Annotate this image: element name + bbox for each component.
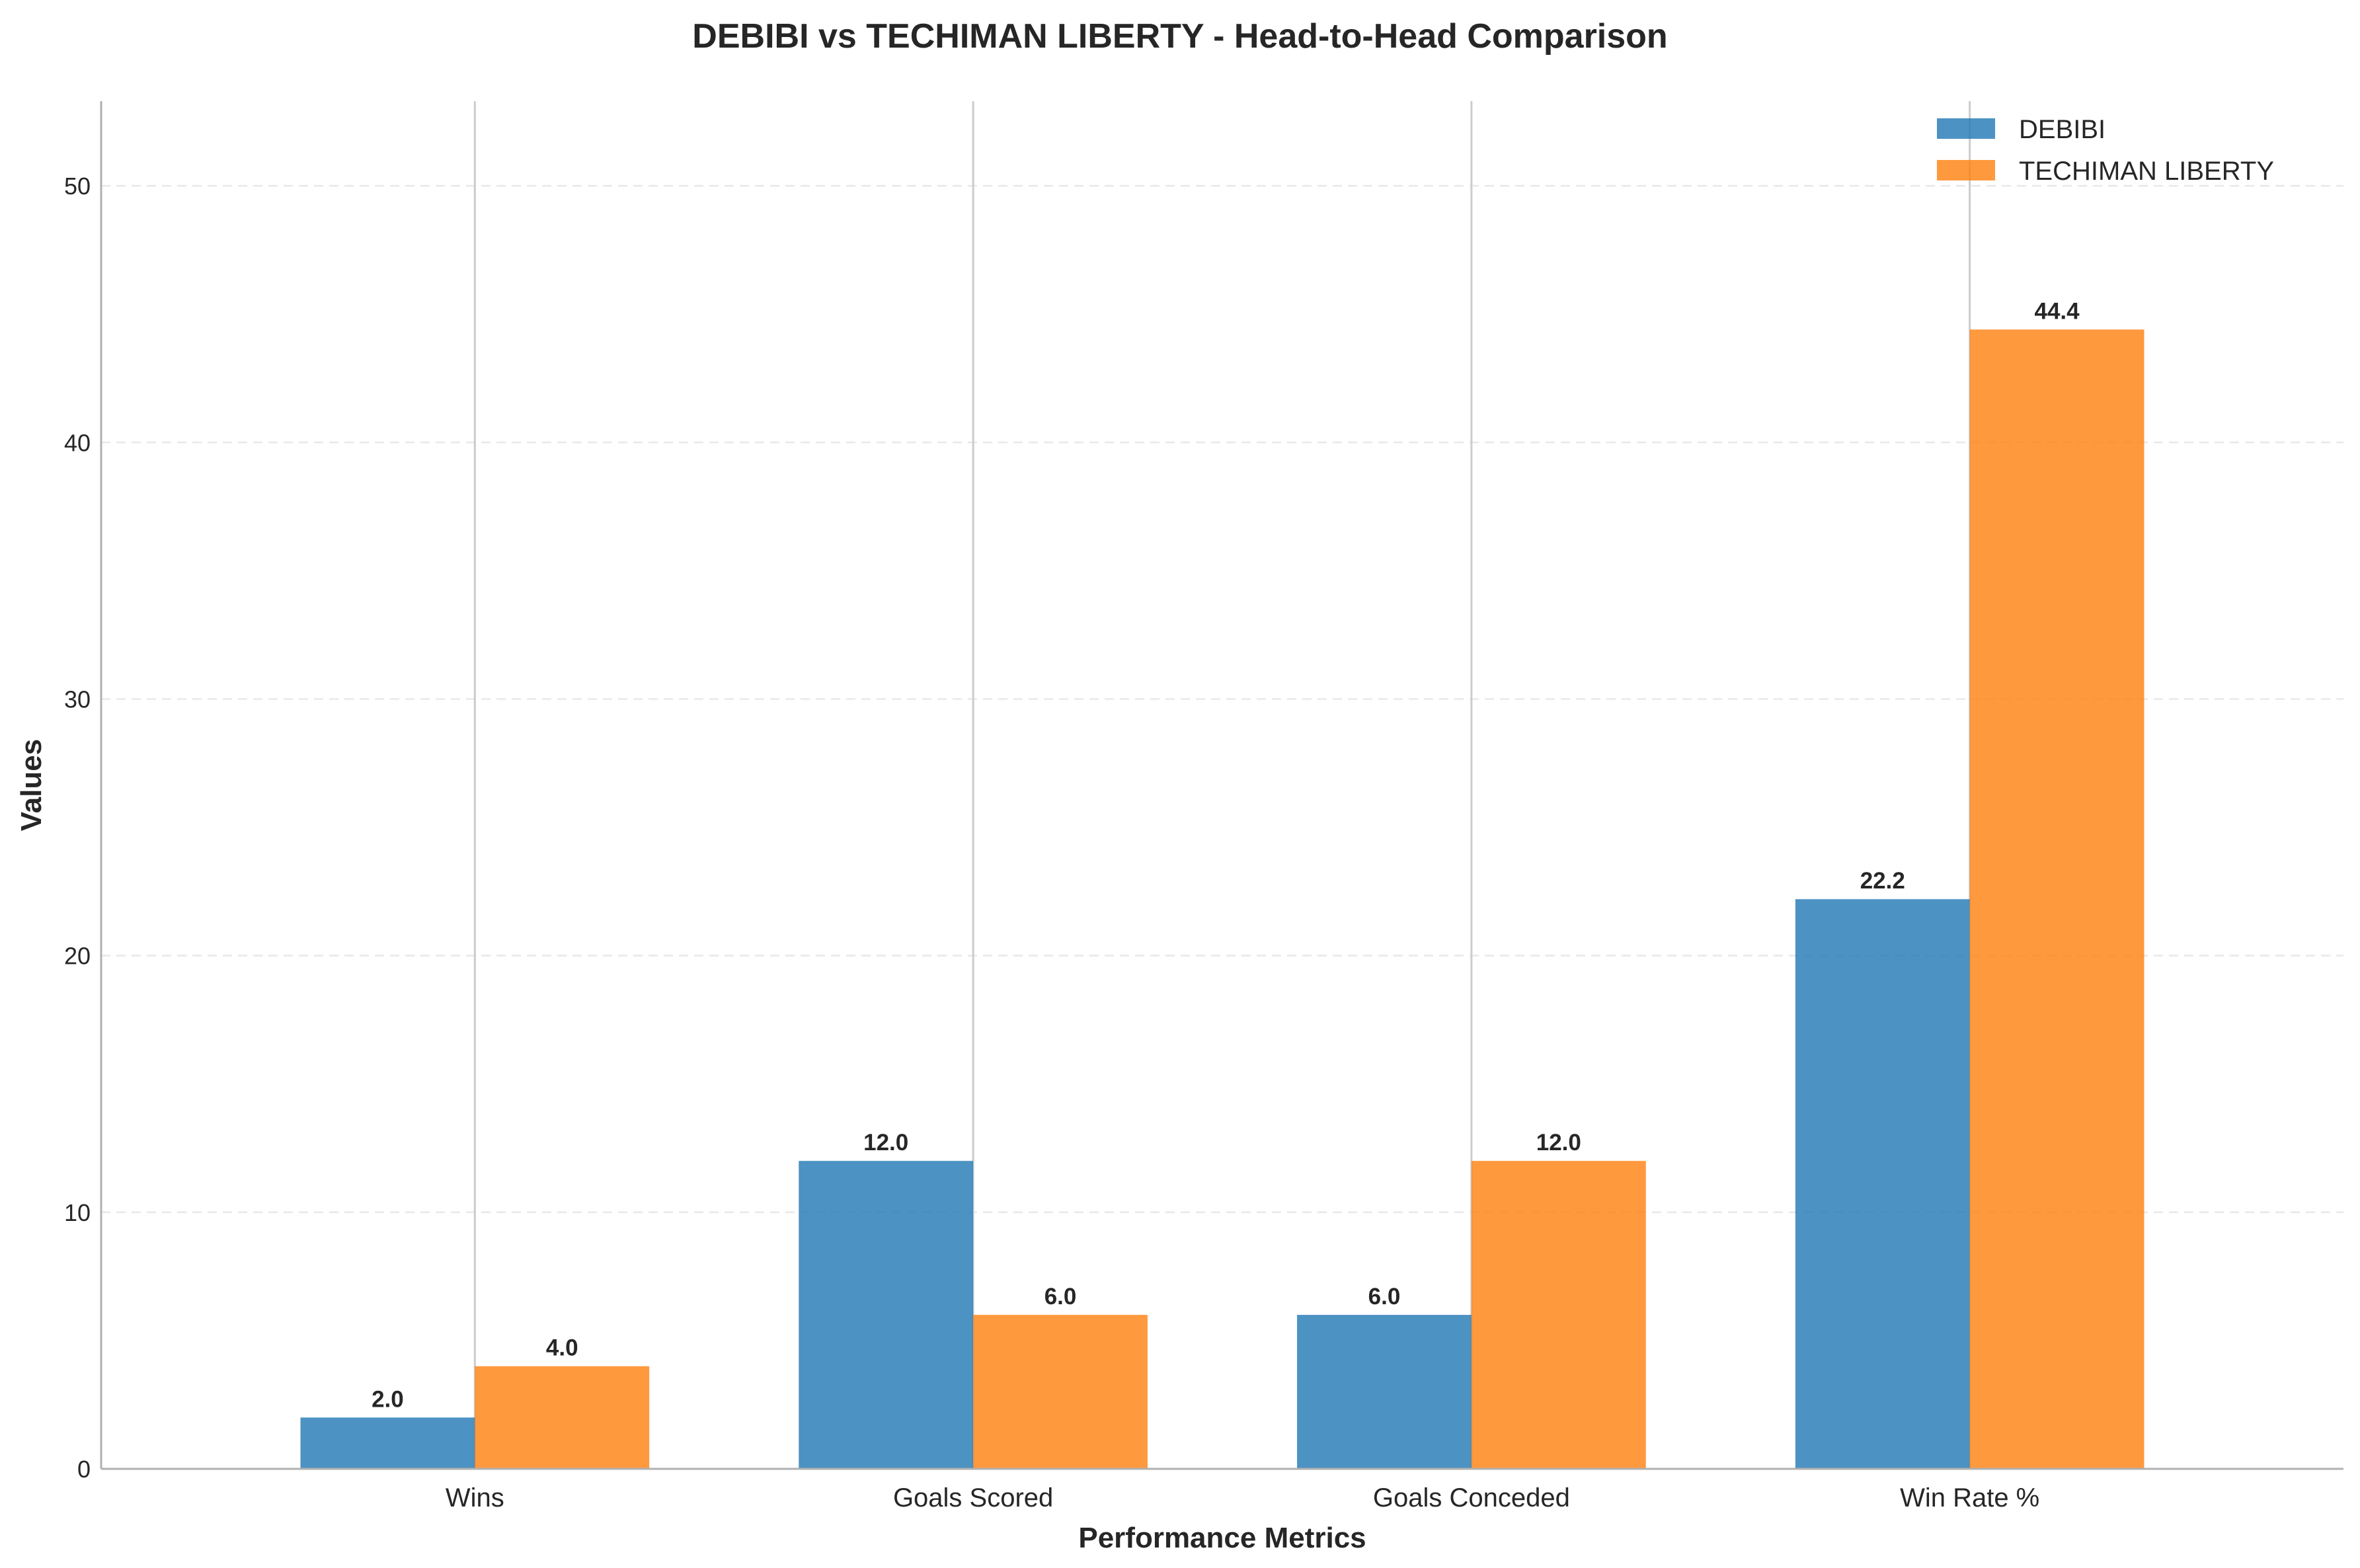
bar-value-label: 12.0 bbox=[863, 1130, 908, 1156]
bar-series-2 bbox=[973, 1315, 1148, 1469]
bar-series-2 bbox=[1969, 329, 2144, 1470]
chart-title: DEBIBI vs TECHIMAN LIBERTY - Head-to-Hea… bbox=[692, 17, 1667, 56]
legend: DEBIBI TECHIMAN LIBERTY bbox=[1937, 115, 2274, 186]
bar-value-label: 44.4 bbox=[2035, 298, 2080, 324]
bar-value-label: 12.0 bbox=[1536, 1130, 1581, 1156]
x-tick-label: Goals Conceded bbox=[1373, 1483, 1570, 1512]
bar-series-1 bbox=[799, 1161, 974, 1469]
bar-value-label: 6.0 bbox=[1368, 1284, 1401, 1310]
x-tick-label: Wins bbox=[446, 1483, 504, 1512]
bar-series-1 bbox=[1297, 1315, 1472, 1469]
bar-series-2 bbox=[475, 1366, 650, 1469]
legend-label: TECHIMAN LIBERTY bbox=[2019, 157, 2274, 186]
y-tick-label: 50 bbox=[64, 173, 91, 200]
y-axis-label: Values bbox=[15, 739, 48, 831]
bar-value-label: 2.0 bbox=[372, 1386, 404, 1412]
legend-swatch bbox=[1937, 160, 1995, 180]
legend-label: DEBIBI bbox=[2019, 115, 2105, 144]
bars bbox=[300, 329, 2144, 1470]
bar-value-label: 6.0 bbox=[1044, 1284, 1077, 1310]
y-tick-label: 0 bbox=[77, 1456, 91, 1483]
bar-value-label: 22.2 bbox=[1860, 868, 1905, 894]
bar-value-label: 4.0 bbox=[546, 1335, 578, 1361]
y-tick-label: 40 bbox=[64, 429, 91, 456]
bar-series-1 bbox=[300, 1417, 475, 1469]
value-labels: 2.0 12.0 6.0 22.2 4.0 6.0 12.0 44.4 bbox=[372, 298, 2080, 1412]
legend-swatch bbox=[1937, 118, 1995, 139]
y-axis-ticks: 0 10 20 30 40 50 bbox=[64, 173, 91, 1483]
x-tick-label: Goals Scored bbox=[893, 1483, 1053, 1512]
x-tick-label: Win Rate % bbox=[1900, 1483, 2039, 1512]
y-tick-label: 30 bbox=[64, 686, 91, 713]
bar-series-1 bbox=[1795, 899, 1970, 1469]
x-axis-label: Performance Metrics bbox=[1078, 1522, 1366, 1554]
axes bbox=[100, 101, 2343, 1470]
y-tick-label: 20 bbox=[64, 943, 91, 970]
y-tick-label: 10 bbox=[64, 1199, 91, 1226]
bar-series-2 bbox=[1471, 1161, 1646, 1469]
x-axis-ticks: Wins Goals Scored Goals Conceded Win Rate % bbox=[446, 1483, 2039, 1512]
